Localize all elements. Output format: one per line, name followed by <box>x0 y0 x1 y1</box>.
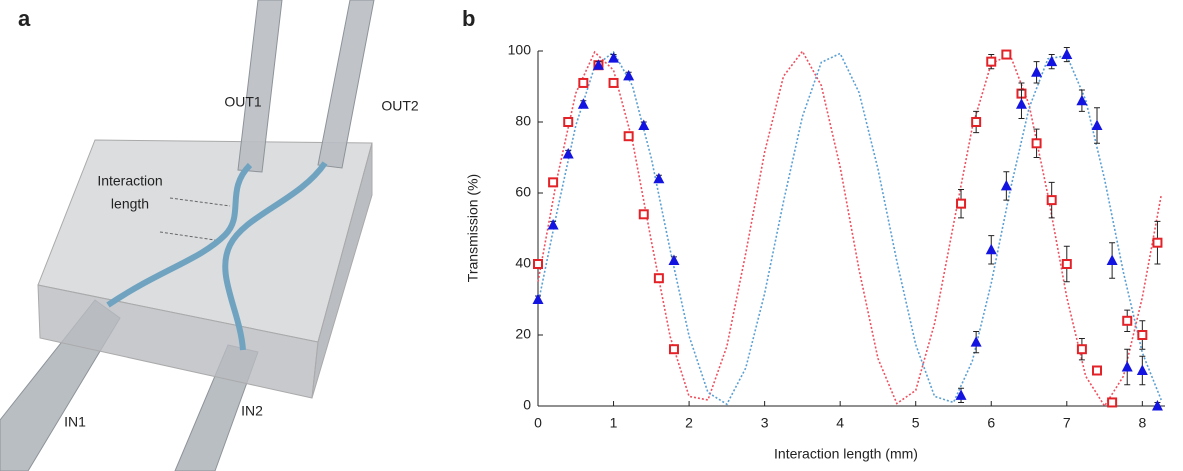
point <box>1136 364 1148 375</box>
point <box>623 131 634 142</box>
y-tick-label: 0 <box>523 397 531 413</box>
y-tick-label: 20 <box>515 326 531 342</box>
point <box>533 259 543 269</box>
diagram: a OUT1 OUT2 Interaction length IN1 IN2 <box>0 0 419 471</box>
x-tick-label: 0 <box>534 415 542 431</box>
waveguide <box>222 161 328 351</box>
point <box>986 56 997 67</box>
fiber <box>237 0 283 173</box>
point <box>623 69 635 81</box>
point <box>955 389 967 400</box>
fit-curve <box>537 50 1162 406</box>
y-tick-label: 40 <box>515 255 531 271</box>
port-label: IN2 <box>241 403 263 419</box>
point <box>1152 237 1163 248</box>
point <box>1001 49 1012 60</box>
point <box>1076 94 1088 106</box>
waveguide <box>106 162 253 308</box>
y-tick-label: 80 <box>515 113 531 129</box>
point <box>1091 119 1103 131</box>
point <box>1092 365 1103 376</box>
point <box>1137 330 1148 340</box>
point <box>1107 397 1118 408</box>
point <box>578 77 589 88</box>
y-tick-label: 100 <box>508 42 532 58</box>
point <box>1076 344 1087 355</box>
interaction-label: Interaction <box>97 173 162 189</box>
point <box>562 147 574 159</box>
port-label: OUT1 <box>224 94 262 110</box>
fiber <box>317 0 375 169</box>
point <box>1000 179 1012 191</box>
x-tick-label: 4 <box>836 415 844 431</box>
point <box>577 98 589 109</box>
point <box>668 254 680 265</box>
point <box>653 172 665 184</box>
point <box>548 177 559 188</box>
point <box>1031 138 1042 149</box>
point <box>971 117 982 127</box>
point <box>608 52 620 63</box>
x-tick-label: 5 <box>912 415 920 431</box>
marker-line <box>159 231 216 241</box>
point <box>985 243 997 255</box>
point <box>1121 360 1133 372</box>
point <box>1046 55 1058 67</box>
port-label: OUT2 <box>381 98 419 114</box>
fit-curve <box>537 49 1163 408</box>
point <box>653 273 664 284</box>
interaction-label: length <box>111 196 149 212</box>
point <box>1106 254 1118 265</box>
marker-line <box>169 197 231 207</box>
x-tick-label: 2 <box>685 415 693 431</box>
plot: b Interaction length (mm) Transmission (… <box>462 6 918 462</box>
y-tick-label: 60 <box>515 184 531 200</box>
point <box>1122 315 1133 326</box>
port-label: IN1 <box>64 414 86 430</box>
point <box>1015 98 1027 109</box>
point <box>563 117 574 127</box>
x-tick-label: 6 <box>987 415 995 431</box>
point <box>956 198 967 209</box>
chip-side <box>311 142 373 399</box>
point <box>592 59 604 70</box>
x-tick-label: 7 <box>1063 415 1071 431</box>
point <box>638 209 649 220</box>
point <box>1151 400 1163 411</box>
point <box>608 77 619 88</box>
x-tick-label: 8 <box>1138 415 1146 431</box>
panel-label: b <box>462 6 475 31</box>
point <box>638 119 650 131</box>
point <box>1046 195 1057 206</box>
x-axis-title: Interaction length (mm) <box>774 446 918 462</box>
point <box>668 344 679 355</box>
x-tick-label: 3 <box>761 415 769 431</box>
point <box>1061 259 1072 269</box>
point <box>970 336 982 347</box>
point <box>547 218 559 230</box>
point <box>1031 66 1043 77</box>
y-axis-title: Transmission (%) <box>465 174 481 282</box>
panel-label: a <box>18 6 31 31</box>
point <box>1061 48 1073 60</box>
point <box>532 293 544 304</box>
x-tick-label: 1 <box>610 415 618 431</box>
